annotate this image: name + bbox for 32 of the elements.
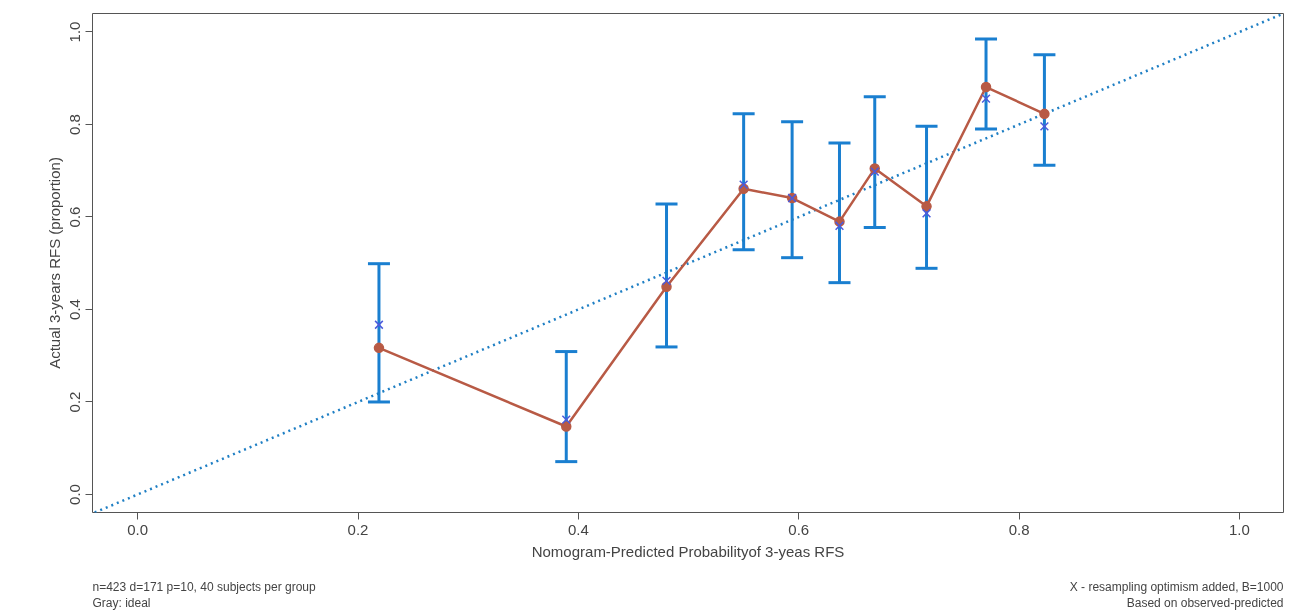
point — [1039, 108, 1050, 120]
point — [870, 167, 880, 177]
x-tick-label: 0.4 — [567, 520, 589, 538]
point — [921, 208, 932, 218]
y-tick-label: 0.4 — [66, 299, 84, 320]
x-tick-label: 0.8 — [1008, 520, 1030, 538]
text: n=423 d=171 p=10, 40 subjects per group — [92, 579, 316, 594]
y-tick-label: 1.0 — [66, 21, 84, 43]
point — [373, 342, 385, 354]
point — [561, 414, 571, 425]
y-tick-label: 0.8 — [66, 114, 84, 135]
x-tick-label: 0.6 — [788, 520, 810, 538]
x-tick-label: 0.0 — [127, 520, 149, 538]
point — [921, 201, 932, 212]
text: Based on observed-predicted — [1126, 595, 1284, 610]
y-tick-label: 0.6 — [66, 206, 84, 228]
point — [834, 221, 845, 231]
text: Gray: ideal — [92, 595, 151, 610]
point — [980, 81, 992, 93]
text: X - resampling optimism added, B=1000 — [1069, 579, 1284, 594]
y-axis-title: Actual 3-years RFS (proportion) — [45, 157, 63, 369]
point — [1039, 121, 1050, 131]
y-tick-label: 0.0 — [66, 484, 84, 505]
point — [661, 276, 672, 286]
y-tick-label: 0.2 — [66, 391, 84, 413]
point — [981, 93, 991, 104]
x-tick-label: 1.0 — [1229, 520, 1250, 538]
x-axis-title: Nomogram-Predicted Probabilityof 3-yeas RFS — [531, 542, 845, 560]
x-tick-label: 0.2 — [347, 520, 369, 538]
point — [374, 320, 384, 330]
point — [561, 421, 572, 432]
point — [739, 179, 749, 190]
